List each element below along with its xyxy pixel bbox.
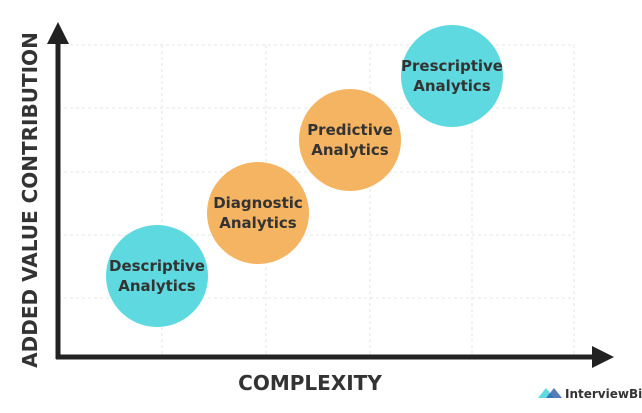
node: Diagnostic Analytics (207, 162, 309, 264)
node-label-line: Analytics (311, 141, 389, 159)
node-label-line: Analytics (413, 77, 491, 95)
logo: InterviewBit (538, 387, 642, 401)
y-arrow (47, 22, 69, 44)
node-label-line: Diagnostic (213, 194, 303, 212)
node-label: Descriptive Analytics (109, 257, 205, 295)
node-label-line: Analytics (118, 277, 196, 295)
node-circle (299, 89, 401, 191)
node-label-line: Predictive (307, 121, 393, 139)
node-label-line: Analytics (219, 214, 297, 232)
node-circle (207, 162, 309, 264)
node: Predictive Analytics (299, 89, 401, 191)
y-axis-label: ADDED VALUE CONTRIBUTION (18, 32, 42, 368)
x-axis-label: COMPLEXITY (238, 371, 382, 395)
node-circle (401, 25, 503, 127)
node: Descriptive Analytics (106, 225, 208, 327)
logo-text: InterviewBit (565, 387, 642, 401)
node-label-line: Prescriptive (401, 57, 503, 75)
node-circle (106, 225, 208, 327)
axes (47, 22, 614, 368)
x-arrow (592, 346, 614, 368)
node-label: Diagnostic Analytics (213, 194, 303, 232)
logo-icon (546, 388, 562, 398)
node-label: Prescriptive Analytics (401, 57, 503, 95)
node: Prescriptive Analytics (401, 25, 503, 127)
node-label-line: Descriptive (109, 257, 205, 275)
node-label: Predictive Analytics (307, 121, 393, 159)
